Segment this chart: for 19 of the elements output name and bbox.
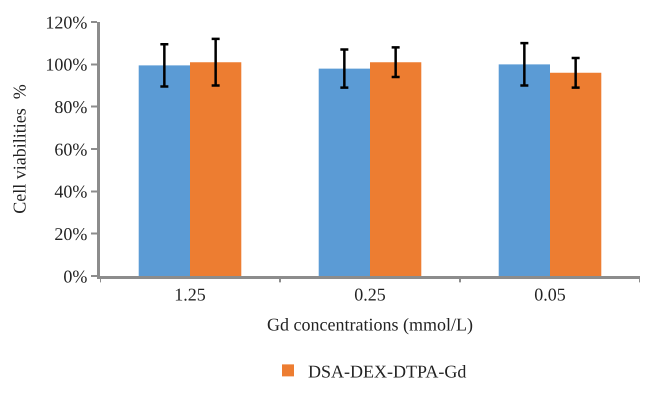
x-tick-label: 0.05 — [534, 284, 566, 305]
y-tick-label: 120% — [45, 12, 88, 32]
legend-label: DSA-DEX-DTPA-Gd — [308, 361, 466, 382]
y-tick-label: 0% — [63, 266, 88, 286]
bar — [138, 65, 190, 276]
y-axis-title: Cell viabilities % — [10, 84, 30, 214]
bar — [370, 62, 422, 276]
x-tick-label: 0.25 — [354, 284, 386, 305]
bar — [498, 64, 550, 276]
y-tick-label: 100% — [45, 54, 88, 75]
y-tick-label: 60% — [54, 139, 88, 160]
y-tick-label: 80% — [54, 96, 88, 117]
x-tick-label: 1.25 — [174, 284, 206, 305]
bar — [550, 72, 602, 276]
bar — [318, 68, 370, 276]
x-axis-title: Gd concentrations (mmol/L) — [267, 314, 473, 335]
y-tick-label: 40% — [54, 182, 88, 202]
y-tick-label: 20% — [54, 224, 88, 244]
bar — [190, 62, 242, 276]
